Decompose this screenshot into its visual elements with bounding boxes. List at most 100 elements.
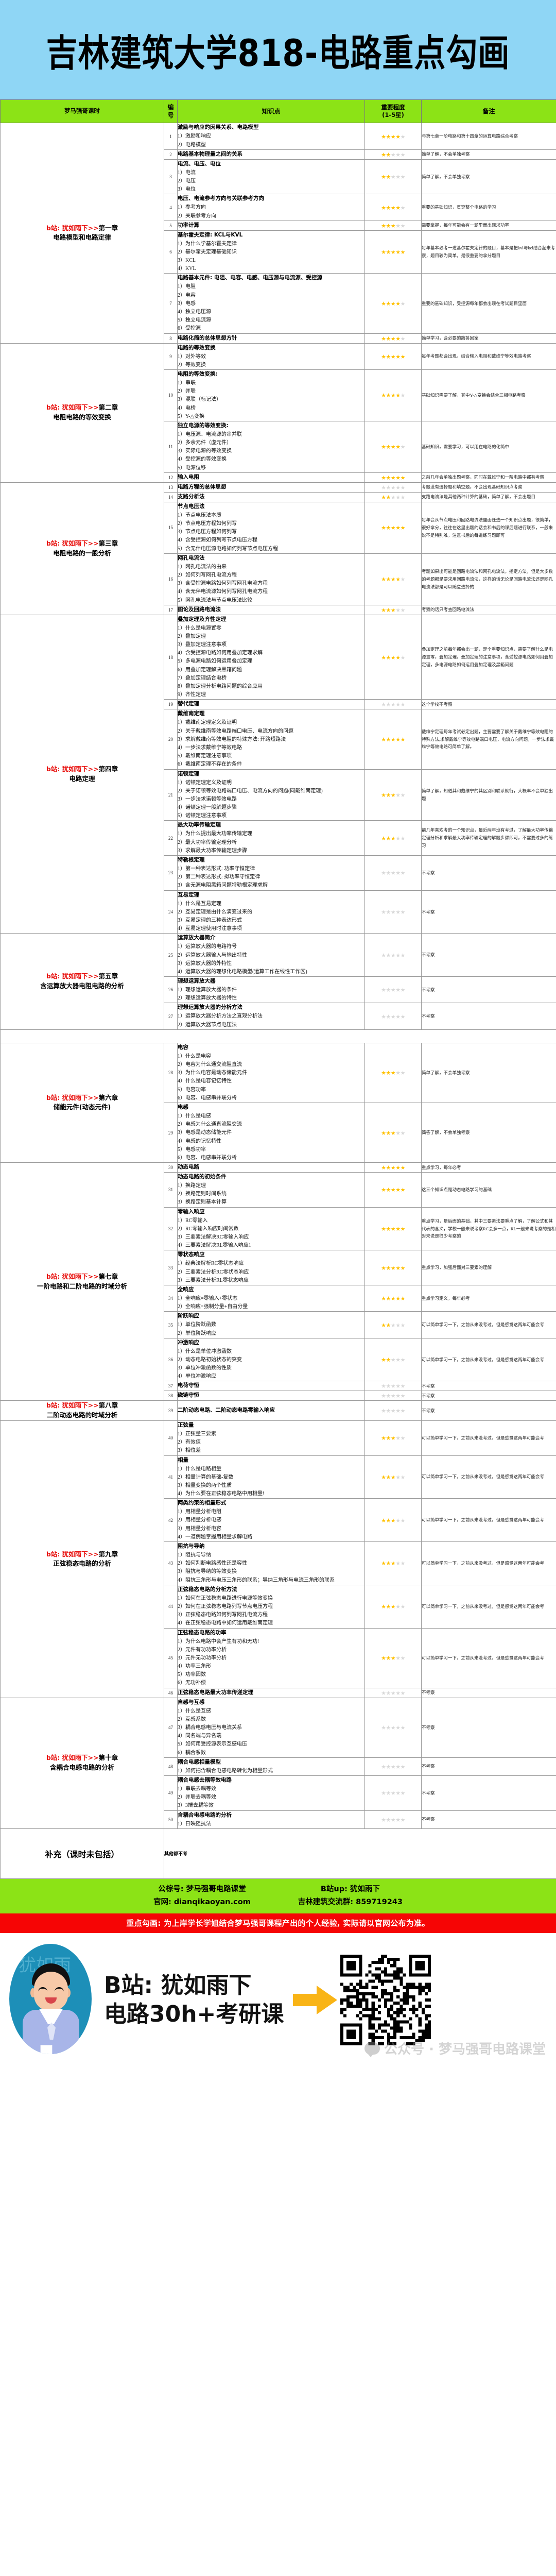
point-sub-item: 4）电感的记忆特性	[178, 1138, 221, 1144]
point-sub-item: 6）无功补偿	[178, 1680, 206, 1686]
star-icon: ★	[395, 393, 401, 399]
importance-rating: ★★★★★	[364, 1337, 422, 1382]
lesson-cell: b站: 犹如雨下>>第七章 一阶电路和二阶电路的时域分析	[0, 1162, 164, 1401]
importance-rating: ★★★★★	[364, 855, 422, 891]
knowledge-point: 磁链守恒	[177, 1391, 365, 1401]
table-row: 5 功率计算 ★★★★★ 需要掌握，每年可能会有一题里面出现求功率	[1, 220, 556, 231]
point-sub-item: 2）元件有功功率分析	[178, 1647, 227, 1653]
star-icon: ★	[386, 577, 391, 583]
star-icon: ★	[400, 1764, 406, 1770]
point-sub-item: 1）对外等效	[178, 353, 206, 360]
row-number: 29	[164, 1102, 178, 1163]
knowledge-point: 激励与响应的因果关系、电路模型 1）激励和响应 2）电路模型	[177, 123, 365, 150]
knowledge-point: 全响应 1）全响应=零输入+零状态 2）全响应=强制分量+自由分量	[177, 1284, 365, 1312]
table-row: 45 正弦稳态电路的功率 1）为什么电路中会产生有功和无功! 2）元件有功功率分析 3）…	[1, 1628, 556, 1688]
star-icon: ★	[400, 1790, 406, 1797]
table-row: 43 阻抗与导纳 1）阻抗与导纳 2）如何判断电路感性还是容性 3）阻抗与导纳的等效变换…	[1, 1541, 556, 1585]
star-icon: ★	[381, 393, 386, 399]
point-title: 正弦量	[178, 1421, 194, 1428]
star-icon: ★	[395, 577, 401, 583]
star-icon: ★	[390, 1725, 396, 1732]
star-icon: ★	[395, 444, 401, 451]
table-body: b站: 犹如雨下>>第一章 电路模型和电路定律 1 激励与响应的因果关系、电路模型 1）…	[0, 123, 556, 1879]
importance-rating: ★★★★★	[364, 1628, 422, 1688]
knowledge-point: 电阻的等效变换: 1）串联 2）并联 3）混联（标记法） 4）电桥 5）Y-△变换	[177, 369, 365, 421]
star-icon: ★	[386, 494, 391, 501]
point-sub-item: 2）互感系数	[178, 1716, 206, 1722]
promo-block: 犹如雨 B站: 犹如雨下 电路30h+考研课	[0, 1933, 556, 2067]
knowledge-point: 最大功率传输定理 1）为什么提出最大功率传输定理 2）最大功率传输定理分析 3）求解最…	[177, 820, 365, 856]
star-icon: ★	[395, 1604, 401, 1611]
star-icon: ★	[400, 249, 406, 256]
point-sub-item: 1）理想运算放大器的条件	[178, 987, 237, 993]
row-note: 不考察	[421, 1391, 556, 1401]
point-sub-item: 9）齐性定理	[178, 692, 206, 698]
importance-rating: ★★★★★	[364, 1172, 422, 1208]
star-icon: ★	[390, 444, 396, 451]
star-icon: ★	[395, 494, 401, 501]
star-icon: ★	[400, 1561, 406, 1567]
star-icon: ★	[390, 702, 396, 708]
star-icon: ★	[395, 1130, 401, 1137]
star-icon: ★	[390, 1655, 396, 1662]
table-row: 41 相量 1）什么是电路相量 2）相量计算的基础-复数 3）相量变换的两个性质 4）为什…	[1, 1455, 556, 1499]
knowledge-point: 图论及回路电流法	[177, 604, 365, 615]
lesson-name: 电路模型和电路定律	[53, 233, 111, 242]
section-divider: 公棕号: 梦马强哥电路课堂	[0, 1029, 556, 1043]
lesson-name: 储能元件(动态元件)	[53, 1103, 111, 1111]
table-row: 33 零状态响应 1）经典法解析RC零状态响应 2）三要素法分析RC零状态响应 3）三要…	[1, 1250, 556, 1285]
point-title: 节点电压法	[178, 503, 205, 510]
knowledge-point: 替代定理	[177, 699, 365, 710]
star-icon: ★	[390, 1296, 396, 1302]
knowledge-point: 电压、电流参考方向与关联参考方向 1）参考方向 2）关联参考方向	[177, 194, 365, 221]
row-note: 不考察	[421, 976, 556, 1004]
importance-rating: ★★★★★	[364, 1498, 422, 1542]
row-note: 可以简单学习一下，之前从来没考过，但是感觉这两年可能会考	[421, 1455, 556, 1499]
point-sub-item: 1）为什么电路中会产生有功和无功!	[178, 1638, 259, 1645]
page-title: 吉林建筑大学818-电路重点勾画	[46, 31, 510, 75]
point-sub-item: 3）耦合电感电压与电流关系	[178, 1725, 242, 1731]
star-icon: ★	[381, 1817, 386, 1823]
star-icon: ★	[395, 525, 401, 532]
star-icon: ★	[386, 607, 391, 614]
point-sub-item: 1）激励和响应	[178, 133, 211, 140]
star-icon: ★	[386, 1764, 391, 1770]
lesson-source: b站: 犹如雨下>>第八章	[46, 1401, 118, 1410]
row-note: 简单了解，知道其和戴维宁的其区别和联系就行，大概率不会单独出题	[421, 769, 556, 821]
star-icon: ★	[390, 484, 396, 491]
knowledge-point: 冲激响应 1）什么是单位冲激函数 2）动态电路初始状态的突变 3）单位冲激函数的性质 4…	[177, 1337, 365, 1382]
lesson-chapter: 第六章	[98, 1093, 118, 1101]
star-icon: ★	[386, 987, 391, 994]
knowledge-point: 两类约束的相量形式 1）用相量分析电阻 2）用相量分析电感 3）用相量分析电容 4）一道…	[177, 1498, 365, 1542]
point-title: 独立电源的等效变换:	[178, 422, 229, 429]
importance-rating: ★★★★★	[364, 472, 422, 483]
star-icon: ★	[390, 1561, 396, 1567]
table-row: b站: 犹如雨下>>第八章 二阶动态电路的时域分析 39 二阶动态电路、二阶动态电路零…	[0, 1400, 556, 1421]
star-icon: ★	[395, 1435, 401, 1442]
star-icon: ★	[395, 1265, 401, 1272]
star-icon: ★	[381, 792, 386, 799]
star-icon: ★	[395, 1655, 401, 1662]
contact-block: 公棕号: 梦马强哥电路课堂 官网: dianqikaoyan.com B站up:…	[0, 1878, 556, 1914]
point-title: 含耦合电感电路的分析	[178, 1811, 232, 1818]
point-sub-item: 5）电源位移	[178, 465, 206, 471]
star-icon: ★	[390, 736, 396, 743]
point-sub-item: 5）电感功率	[178, 1146, 206, 1153]
star-icon: ★	[390, 577, 396, 583]
row-note: 简单了解，不会单独考察	[421, 159, 556, 195]
star-icon: ★	[381, 1187, 386, 1194]
importance-rating: ★★★★★	[364, 1775, 422, 1811]
knowledge-point: 耦合电感相量模型 1）如何把含耦合电感电路转化为相量形式	[177, 1757, 365, 1776]
knowledge-point: 正弦稳态电路最大功率传递定理	[177, 1687, 365, 1698]
importance-rating: ★★★★★	[364, 1541, 422, 1585]
point-sub-item: 3）3端去耦等效	[178, 1803, 214, 1809]
point-sub-item: 1）如何把含耦合电感电路转化为相量形式	[178, 1768, 273, 1774]
row-number: 45	[164, 1628, 178, 1688]
table-row: 42 两类约束的相量形式 1）用相量分析电阻 2）用相量分析电感 3）用相量分析电容 4）…	[1, 1498, 556, 1542]
star-icon: ★	[390, 1383, 396, 1390]
contact-website[interactable]: 官网: dianqikaoyan.com	[153, 1898, 251, 1907]
table-row: 26 理想运算放大器 1）理想运算放大器的条件 2）理想运算放大器的特性 ★★★★★ 不考…	[1, 976, 556, 1004]
star-icon: ★	[395, 987, 401, 994]
point-sub-item: 2）等效变换	[178, 362, 206, 368]
qr-code[interactable]	[340, 1955, 431, 2046]
